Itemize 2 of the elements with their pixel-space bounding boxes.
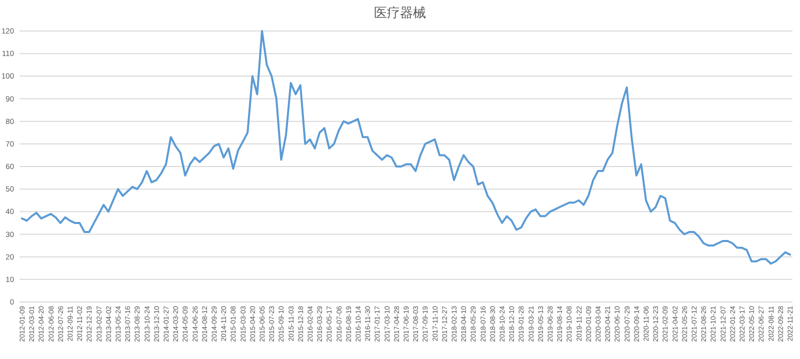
line-series <box>21 30 791 265</box>
chart-title: 医疗器械 <box>374 6 426 21</box>
